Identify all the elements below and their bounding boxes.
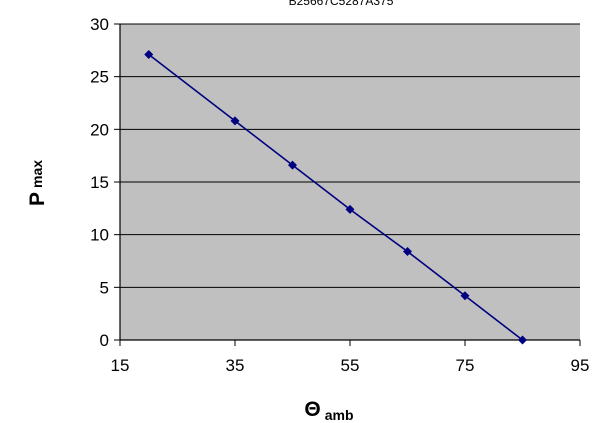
x-tick-label-35: 35: [226, 356, 245, 375]
x-tick-label-15: 15: [111, 356, 130, 375]
data-point: [518, 335, 527, 345]
y-tick-label-20: 20: [90, 120, 109, 139]
data-point: [403, 247, 412, 257]
x-axis-label-main: Θ: [304, 398, 320, 421]
chart-title: B25667C5287A375: [289, 0, 394, 8]
y-tick-label-5: 5: [100, 278, 109, 297]
y-axis-label-main: P: [26, 192, 49, 206]
x-tick-label-75: 75: [456, 356, 475, 375]
data-point: [288, 160, 297, 170]
data-point: [144, 50, 154, 60]
data-point: [460, 291, 470, 301]
data-point: [345, 204, 355, 214]
x-tick-label-95: 95: [571, 356, 590, 375]
series: [144, 50, 527, 345]
gridlines: [120, 23, 580, 288]
y-tick-label-10: 10: [90, 226, 109, 245]
y-tick-label-25: 25: [90, 68, 109, 87]
x-axis-label-sub: amb: [325, 407, 354, 423]
y-tick-label-15: 15: [90, 173, 109, 192]
y-axis-ticks: 0 5 10 15 20 25 30: [90, 15, 120, 350]
data-point: [230, 116, 240, 126]
x-axis-ticks: 15 35 55 75 95: [111, 340, 590, 375]
y-axis-label: Pmax: [26, 160, 49, 206]
x-tick-label-55: 55: [341, 356, 360, 375]
y-tick-label-30: 30: [90, 15, 109, 34]
y-axis-label-sub: max: [29, 160, 45, 188]
y-tick-label-0: 0: [100, 331, 109, 350]
